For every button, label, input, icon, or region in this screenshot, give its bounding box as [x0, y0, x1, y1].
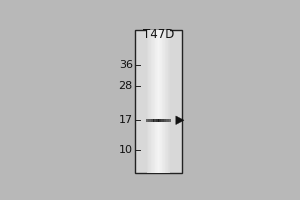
- Bar: [165, 30, 166, 173]
- Bar: [153, 119, 156, 122]
- Bar: [169, 119, 171, 122]
- Bar: [155, 30, 156, 173]
- Bar: [156, 119, 159, 122]
- Bar: [157, 30, 158, 173]
- Bar: [160, 30, 161, 173]
- Text: 10: 10: [119, 145, 133, 155]
- Bar: [165, 30, 166, 173]
- Bar: [168, 30, 169, 173]
- Bar: [169, 30, 170, 173]
- Bar: [153, 30, 154, 173]
- Bar: [159, 30, 160, 173]
- Bar: [148, 119, 151, 122]
- Text: 36: 36: [119, 60, 133, 70]
- Bar: [149, 30, 150, 173]
- Text: T47D: T47D: [143, 28, 174, 41]
- Bar: [146, 119, 148, 122]
- Bar: [148, 30, 149, 173]
- Bar: [147, 30, 148, 173]
- Bar: [151, 30, 152, 173]
- Bar: [154, 30, 155, 173]
- Bar: [152, 30, 153, 173]
- Bar: [167, 30, 168, 173]
- Bar: [158, 30, 159, 173]
- Bar: [151, 119, 154, 122]
- Text: 28: 28: [118, 81, 133, 91]
- Bar: [150, 30, 151, 173]
- Bar: [161, 30, 162, 173]
- Bar: [169, 30, 170, 173]
- Bar: [164, 30, 165, 173]
- Polygon shape: [176, 116, 184, 125]
- Text: 17: 17: [119, 115, 133, 125]
- Bar: [154, 30, 155, 173]
- Bar: [163, 30, 164, 173]
- Bar: [162, 30, 163, 173]
- Bar: [135, 30, 182, 173]
- Bar: [161, 30, 163, 173]
- Bar: [158, 30, 159, 173]
- Bar: [161, 119, 164, 122]
- Bar: [166, 30, 167, 173]
- Bar: [166, 119, 169, 122]
- Bar: [158, 119, 161, 122]
- Bar: [164, 119, 166, 122]
- Bar: [156, 30, 157, 173]
